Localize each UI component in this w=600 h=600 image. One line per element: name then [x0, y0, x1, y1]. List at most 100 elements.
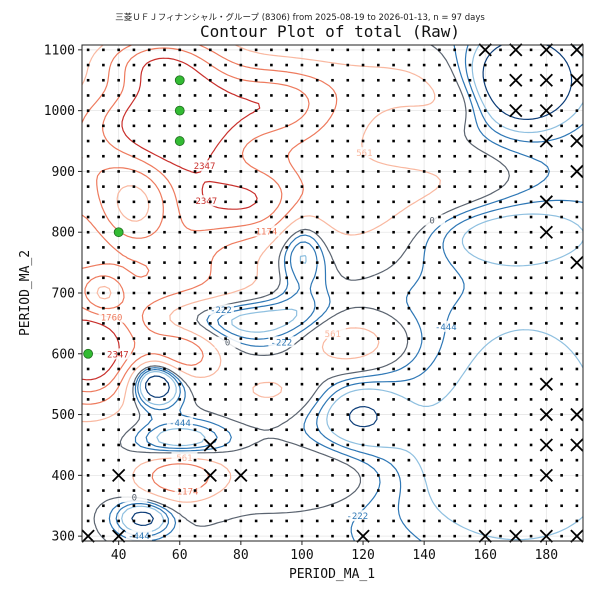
sample-point: [300, 94, 304, 97]
sample-point: [438, 398, 441, 401]
sample-point: [346, 337, 350, 340]
sample-point: [438, 200, 441, 204]
sample-point: [575, 352, 579, 356]
sample-point: [575, 306, 579, 310]
sample-point: [514, 154, 518, 158]
sample-point: [270, 367, 273, 371]
sample-point: [407, 124, 411, 128]
sample-point: [361, 337, 365, 340]
sample-point: [270, 276, 273, 280]
sample-point: [270, 489, 273, 492]
sample-point: [163, 63, 166, 67]
sample-point: [407, 474, 411, 477]
sample-point: [163, 185, 166, 188]
sample-point: [377, 322, 380, 325]
contour-label-bg: [351, 147, 378, 159]
sample-point: [285, 322, 288, 325]
sample-point: [285, 276, 288, 280]
sample-point: [560, 109, 563, 112]
sample-point: [346, 519, 350, 523]
sample-point: [483, 322, 487, 325]
sample-point: [377, 398, 380, 401]
sample-point: [147, 322, 151, 325]
sample-point: [407, 504, 411, 508]
sample-point: [499, 413, 502, 416]
contour-label: -444: [435, 323, 457, 333]
sample-point: [483, 458, 487, 462]
sample-point: [438, 261, 441, 264]
sample-point: [239, 413, 243, 416]
sample-point: [514, 382, 518, 386]
sample-point: [453, 78, 456, 82]
sample-point: [529, 443, 533, 447]
sample-point: [315, 78, 319, 82]
sample-point: [209, 215, 212, 219]
sample-point: [285, 124, 288, 128]
sample-point: [239, 48, 243, 52]
sample-point: [224, 443, 227, 447]
sample-point: [422, 78, 426, 82]
contour-line: [82, 45, 441, 503]
sample-point: [117, 94, 120, 97]
sample-point: [483, 504, 487, 508]
sample-point: [438, 276, 441, 280]
sample-point: [254, 109, 258, 112]
sample-point: [331, 109, 334, 112]
sample-point: [102, 534, 105, 538]
sample-point: [224, 398, 227, 401]
sample-point: [102, 246, 105, 249]
x-tick-label: 160: [474, 548, 497, 563]
sample-point: [331, 367, 334, 371]
sample-point: [132, 139, 136, 143]
sample-point: [315, 200, 319, 204]
sample-point: [224, 306, 227, 310]
sample-point: [270, 78, 273, 82]
sample-point: [346, 322, 350, 325]
sample-point: [86, 474, 90, 477]
contour-label: -444: [169, 419, 191, 429]
sample-point: [361, 185, 365, 188]
sample-point: [117, 109, 120, 112]
sample-point: [560, 428, 563, 432]
sample-point: [560, 154, 563, 158]
sample-point: [468, 458, 472, 462]
sample-point: [346, 306, 350, 310]
sample-point: [545, 519, 548, 523]
sample-point: [132, 352, 136, 356]
sample-point: [468, 63, 472, 67]
sample-point: [285, 489, 288, 492]
sample-point: [377, 185, 380, 188]
sample-point: [407, 382, 411, 386]
sample-point: [270, 337, 273, 340]
sample-point: [483, 291, 487, 295]
sample-point: [315, 94, 319, 97]
sample-point: [545, 63, 548, 67]
sample-point: [560, 63, 563, 67]
sample-point: [346, 428, 350, 432]
sample-point: [422, 382, 426, 386]
sample-point: [529, 519, 533, 523]
sample-point: [453, 458, 456, 462]
sample-point: [560, 337, 563, 340]
sample-point: [346, 246, 350, 249]
sample-point: [407, 428, 411, 432]
sample-point: [102, 413, 105, 416]
sample-point: [178, 352, 182, 356]
sample-point: [453, 109, 456, 112]
sample-point: [117, 170, 120, 173]
sample-point: [239, 230, 243, 234]
sample-point: [300, 458, 304, 462]
sample-point: [407, 458, 411, 462]
sample-point: [377, 246, 380, 249]
sample-point: [86, 246, 90, 249]
sample-point: [239, 78, 243, 82]
sample-point: [239, 398, 243, 401]
sample-point: [392, 185, 395, 188]
sample-point: [575, 246, 579, 249]
sample-point: [346, 94, 350, 97]
sample-point: [377, 428, 380, 432]
sample-point: [117, 428, 120, 432]
sample-point: [147, 504, 151, 508]
sample-point: [377, 200, 380, 204]
sample-point: [224, 534, 227, 538]
